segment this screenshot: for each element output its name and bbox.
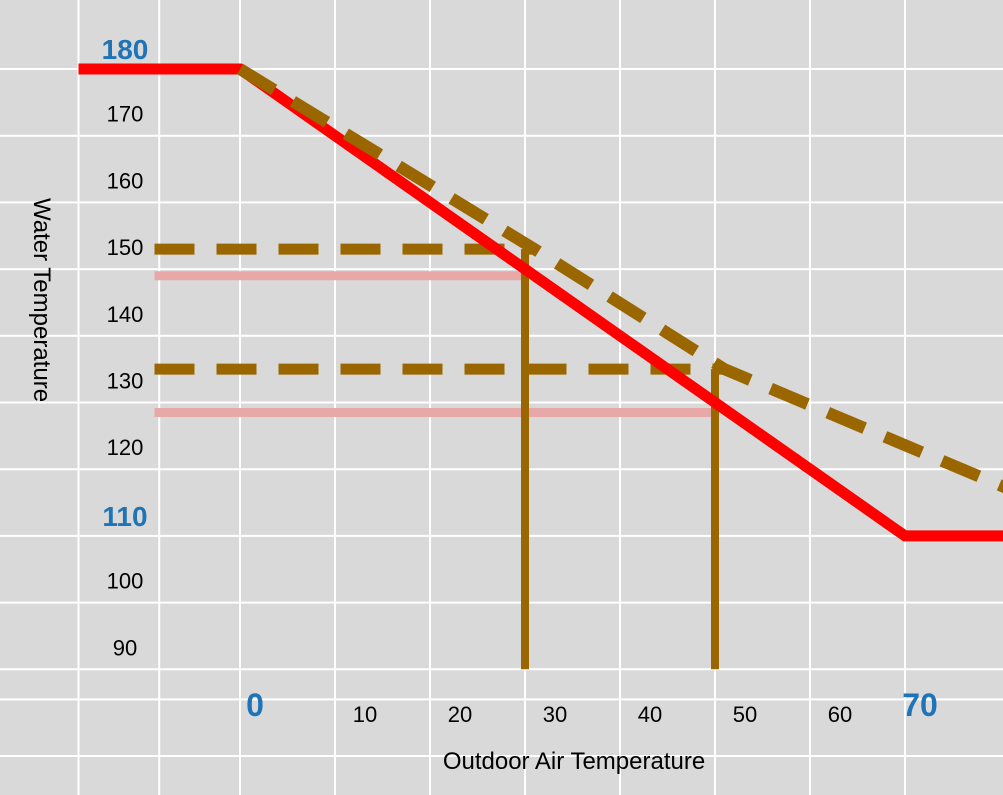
x-tick-label: 20 — [448, 702, 472, 727]
x-tick-label: 0 — [246, 687, 264, 723]
x-tick-label: 40 — [638, 702, 662, 727]
y-tick-label: 140 — [107, 302, 144, 327]
series-lines — [78, 63, 1003, 542]
x-axis-ticks: 0 10 20 30 40 50 60 70 — [246, 687, 938, 727]
series-line-solid — [78, 63, 1003, 542]
y-tick-label: 150 — [107, 235, 144, 260]
reference-lines — [154, 243, 725, 670]
x-tick-label: 70 — [902, 687, 938, 723]
y-tick-label: 160 — [107, 168, 144, 193]
y-tick-label: 170 — [107, 102, 144, 127]
y-tick-label: 110 — [102, 501, 147, 532]
x-axis-label: Outdoor Air Temperature — [443, 748, 705, 775]
y-tick-label: 130 — [107, 369, 144, 394]
y-tick-label: 100 — [107, 569, 144, 594]
x-tick-label: 50 — [733, 702, 757, 727]
y-axis-ticks: 180 170 160 150 140 130 120 110 100 90 — [102, 34, 149, 660]
y-axis-label: Water Temperature — [28, 198, 55, 402]
series-line-dashed — [236, 63, 1003, 493]
y-tick-label: 180 — [102, 34, 149, 65]
x-tick-label: 60 — [828, 702, 852, 727]
y-tick-label: 120 — [107, 435, 144, 460]
x-tick-label: 10 — [353, 702, 377, 727]
y-tick-label: 90 — [113, 635, 137, 660]
x-tick-label: 30 — [543, 702, 567, 727]
